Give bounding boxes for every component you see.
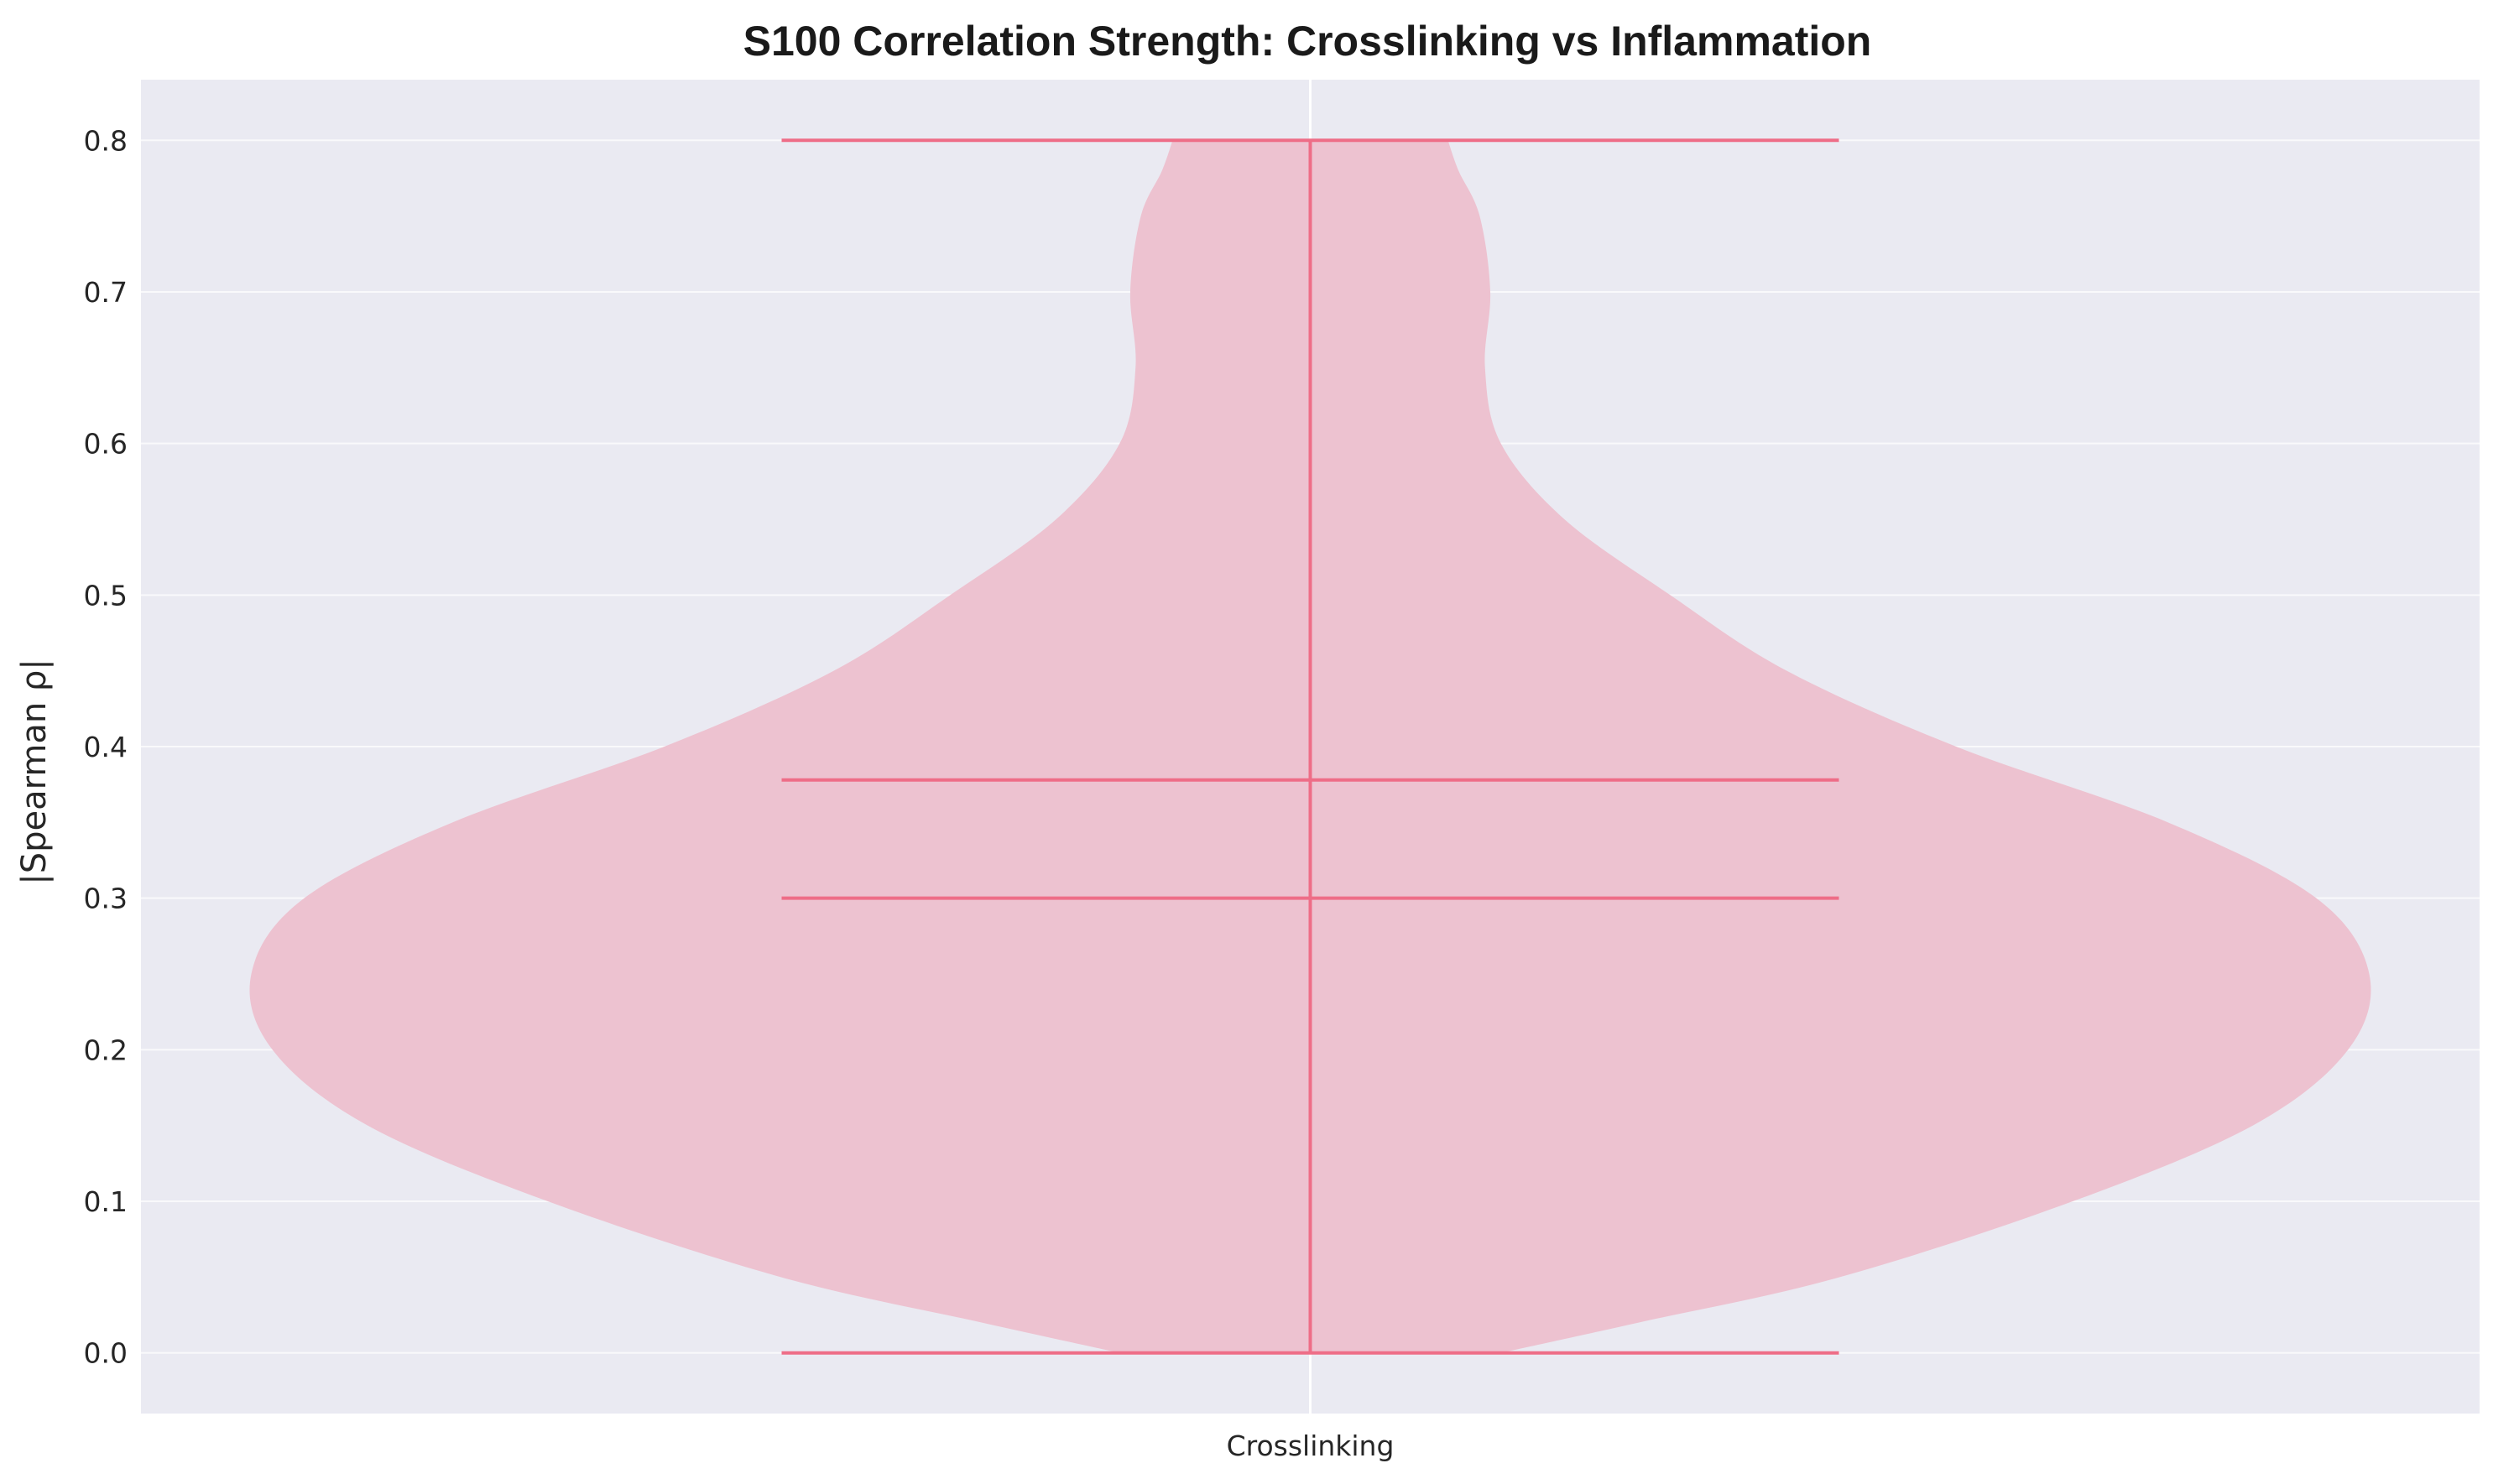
y-tick-label: 0.3	[84, 883, 128, 915]
y-axis-ticks: 0.0 0.1 0.2 0.3 0.4 0.5 0.6 0.7 0.8	[84, 124, 128, 1369]
y-tick-label: 0.7	[84, 276, 128, 309]
y-tick-label: 0.0	[84, 1337, 128, 1370]
x-axis-ticks: Crosslinking	[1227, 1429, 1395, 1462]
y-tick-label: 0.1	[84, 1185, 128, 1218]
y-tick-label: 0.6	[84, 428, 128, 461]
y-axis-label: |Spearman ρ|	[15, 659, 54, 885]
chart-title: S100 Correlation Strength: Crosslinking …	[743, 18, 1872, 65]
y-tick-label: 0.2	[84, 1034, 128, 1066]
x-tick-label: Crosslinking	[1227, 1429, 1395, 1462]
y-tick-label: 0.5	[84, 579, 128, 612]
y-tick-label: 0.8	[84, 124, 128, 157]
violin-layer	[249, 138, 2371, 1355]
y-tick-label: 0.4	[84, 731, 128, 763]
